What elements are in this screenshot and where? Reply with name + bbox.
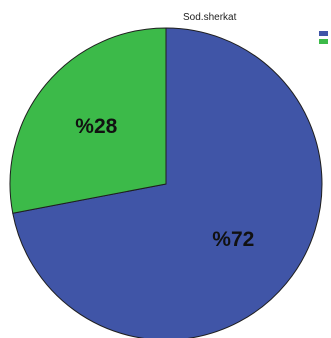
pie-slices: [9, 27, 323, 338]
pie-slice-label-2: %28: [75, 115, 117, 138]
pie-slice-2: [9, 27, 167, 214]
legend: [319, 31, 329, 47]
legend-item: [319, 31, 329, 36]
legend-swatch-slice-1: [319, 31, 328, 36]
legend-swatch-slice-2: [319, 39, 328, 44]
chart-title: Sod.sherkat: [183, 12, 237, 23]
pie-slice-1: [12, 27, 323, 338]
legend-item: [319, 39, 329, 44]
pie-labels: %72 %28: [75, 115, 254, 251]
pie-slice-label-1: %72: [212, 228, 254, 251]
